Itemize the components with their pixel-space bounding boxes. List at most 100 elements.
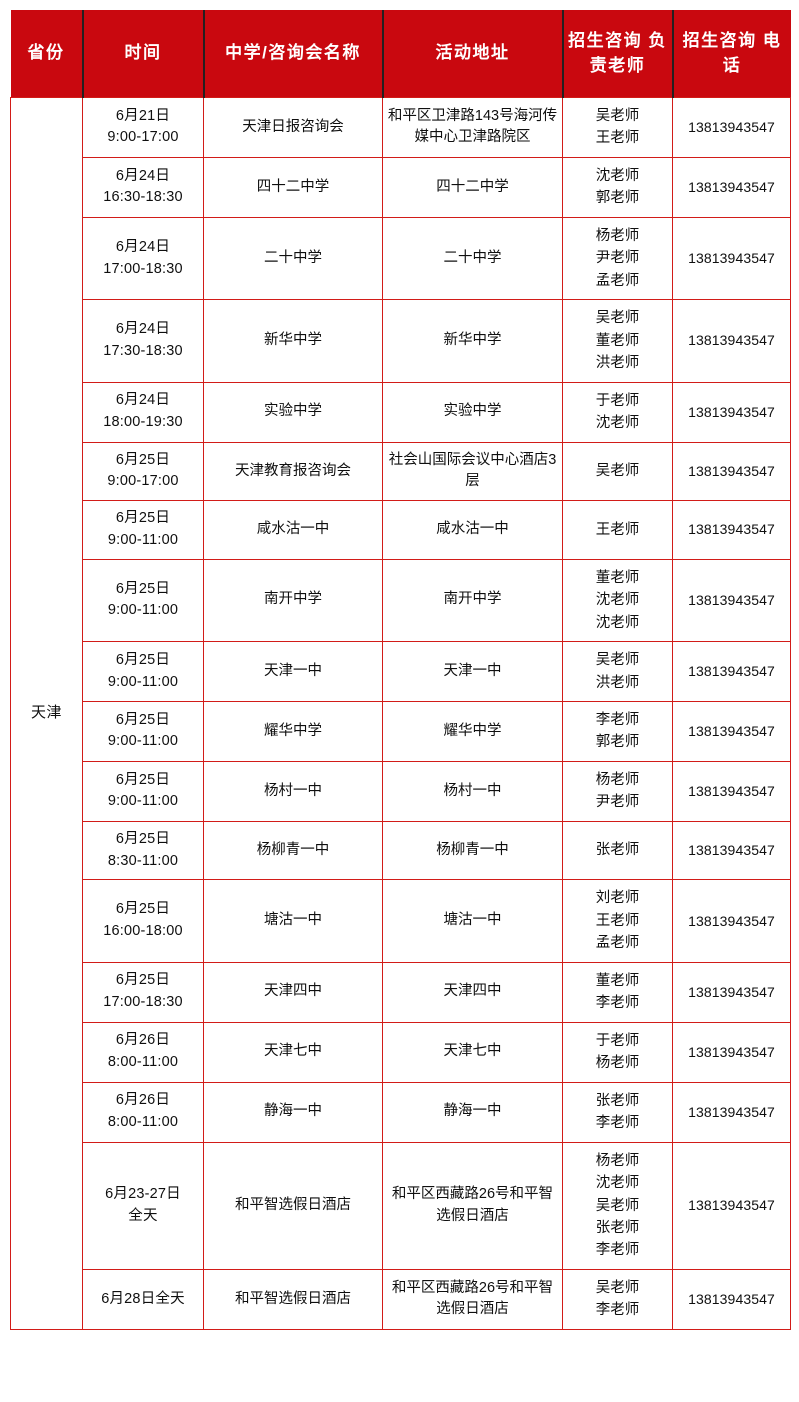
table-header: 省份 时间 中学/咨询会名称 活动地址 招生咨询 负责老师 招生咨询 电话 bbox=[10, 10, 791, 98]
cell-teacher: 杨老师 尹老师 bbox=[562, 760, 673, 822]
table-row: 6月23-27日 全天 和平智选假日酒店 和平区西藏路26号和平智选假日酒店 杨老师 … bbox=[11, 1141, 791, 1270]
cell-name: 杨村一中 bbox=[203, 760, 383, 822]
cell-phone: 13813943547 bbox=[672, 1081, 791, 1143]
cell-address: 新华中学 bbox=[382, 299, 563, 383]
cell-time: 6月23-27日 全天 bbox=[82, 1141, 204, 1270]
cell-phone: 13813943547 bbox=[672, 381, 791, 443]
cell-name: 天津教育报咨询会 bbox=[203, 441, 383, 502]
cell-phone: 13813943547 bbox=[672, 299, 791, 383]
cell-phone: 13813943547 bbox=[672, 1021, 791, 1083]
cell-name: 耀华中学 bbox=[203, 700, 383, 762]
cell-name: 天津日报咨询会 bbox=[203, 97, 383, 158]
cell-address: 和平区卫津路143号海河传媒中心卫津路院区 bbox=[382, 97, 563, 158]
cell-teacher: 吴老师 王老师 bbox=[562, 97, 673, 158]
table-row: 6月25日 9:00-11:00 咸水沽一中 咸水沽一中 王老师 13813943547 bbox=[11, 500, 791, 560]
cell-province: 天津 bbox=[10, 97, 83, 1330]
table-row: 6月25日 9:00-11:00 天津一中 天津一中 吴老师 洪老师 138139435… bbox=[11, 641, 791, 702]
cell-name: 天津四中 bbox=[203, 961, 383, 1023]
cell-phone: 13813943547 bbox=[672, 558, 791, 643]
cell-time: 6月24日 16:30-18:30 bbox=[82, 156, 204, 218]
cell-phone: 13813943547 bbox=[672, 216, 791, 301]
column-header-time: 时间 bbox=[82, 10, 205, 98]
table-row: 6月25日 9:00-11:00 耀华中学 耀华中学 李老师 郭老师 138139435… bbox=[11, 700, 791, 762]
cell-time: 6月25日 9:00-11:00 bbox=[82, 700, 204, 762]
cell-address: 四十二中学 bbox=[382, 156, 563, 218]
cell-name: 新华中学 bbox=[203, 299, 383, 383]
cell-name: 实验中学 bbox=[203, 381, 383, 443]
table-row: 6月25日 8:30-11:00 杨柳青一中 杨柳青一中 张老师 13813943547 bbox=[11, 820, 791, 881]
admissions-consultation-schedule-table: 省份 时间 中学/咨询会名称 活动地址 招生咨询 负责老师 招生咨询 电话 天津… bbox=[10, 10, 791, 1330]
cell-teacher: 吴老师 李老师 bbox=[562, 1268, 673, 1330]
cell-name: 二十中学 bbox=[203, 216, 383, 301]
cell-address: 天津七中 bbox=[382, 1021, 563, 1083]
cell-address: 耀华中学 bbox=[382, 700, 563, 762]
cell-address: 咸水沽一中 bbox=[382, 500, 563, 560]
cell-time: 6月24日 17:00-18:30 bbox=[82, 216, 204, 301]
cell-time: 6月21日 9:00-17:00 bbox=[82, 97, 204, 158]
cell-time: 6月28日全天 bbox=[82, 1268, 204, 1330]
cell-phone: 13813943547 bbox=[672, 700, 791, 762]
cell-name: 天津七中 bbox=[203, 1021, 383, 1083]
cell-name: 静海一中 bbox=[203, 1081, 383, 1143]
cell-time: 6月25日 9:00-11:00 bbox=[82, 641, 204, 702]
cell-teacher: 董老师 沈老师 沈老师 bbox=[562, 558, 673, 643]
column-header-phone: 招生咨询 电话 bbox=[672, 10, 791, 98]
cell-address: 和平区西藏路26号和平智选假日酒店 bbox=[382, 1268, 563, 1330]
cell-teacher: 杨老师 尹老师 孟老师 bbox=[562, 216, 673, 301]
cell-address: 社会山国际会议中心酒店3层 bbox=[382, 441, 563, 502]
cell-name: 塘沽一中 bbox=[203, 879, 383, 963]
table-row: 天津 6月21日 9:00-17:00 天津日报咨询会 和平区卫津路143号海河传媒中… bbox=[10, 97, 791, 1330]
cell-phone: 13813943547 bbox=[672, 1141, 791, 1270]
table-row: 6月24日 17:00-18:30 二十中学 二十中学 杨老师 尹老师 孟老师 1381… bbox=[11, 216, 791, 301]
cell-name: 咸水沽一中 bbox=[203, 500, 383, 560]
cell-address: 实验中学 bbox=[382, 381, 563, 443]
cell-time: 6月25日 8:30-11:00 bbox=[82, 820, 204, 881]
table-body: 天津 6月21日 9:00-17:00 天津日报咨询会 和平区卫津路143号海河传媒中… bbox=[10, 97, 791, 1330]
table-row: 6月26日 8:00-11:00 静海一中 静海一中 张老师 李老师 138139435… bbox=[11, 1081, 791, 1143]
table-row: 6月25日 9:00-11:00 南开中学 南开中学 董老师 沈老师 沈老师 13813… bbox=[11, 558, 791, 643]
table-row: 6月25日 16:00-18:00 塘沽一中 塘沽一中 刘老师 王老师 孟老师 1381… bbox=[11, 879, 791, 963]
table-row: 6月26日 8:00-11:00 天津七中 天津七中 于老师 杨老师 138139435… bbox=[11, 1021, 791, 1083]
cell-time: 6月24日 17:30-18:30 bbox=[82, 299, 204, 383]
cell-phone: 13813943547 bbox=[672, 1268, 791, 1330]
cell-phone: 13813943547 bbox=[672, 156, 791, 218]
cell-teacher: 杨老师 沈老师 吴老师 张老师 李老师 bbox=[562, 1141, 673, 1270]
cell-time: 6月26日 8:00-11:00 bbox=[82, 1021, 204, 1083]
cell-address: 南开中学 bbox=[382, 558, 563, 643]
cell-name: 四十二中学 bbox=[203, 156, 383, 218]
cell-time: 6月25日 16:00-18:00 bbox=[82, 879, 204, 963]
table-row: 6月24日 18:00-19:30 实验中学 实验中学 于老师 沈老师 13813943… bbox=[11, 381, 791, 443]
cell-teacher: 沈老师 郭老师 bbox=[562, 156, 673, 218]
cell-time: 6月25日 9:00-17:00 bbox=[82, 441, 204, 502]
cell-name: 和平智选假日酒店 bbox=[203, 1268, 383, 1330]
cell-teacher: 吴老师 董老师 洪老师 bbox=[562, 299, 673, 383]
cell-phone: 13813943547 bbox=[672, 879, 791, 963]
table-row: 6月24日 17:30-18:30 新华中学 新华中学 吴老师 董老师 洪老师 1381… bbox=[11, 299, 791, 383]
cell-teacher: 张老师 李老师 bbox=[562, 1081, 673, 1143]
cell-address: 天津一中 bbox=[382, 641, 563, 702]
cell-address: 静海一中 bbox=[382, 1081, 563, 1143]
cell-teacher: 于老师 沈老师 bbox=[562, 381, 673, 443]
column-header-address: 活动地址 bbox=[382, 10, 564, 98]
header-row: 省份 时间 中学/咨询会名称 活动地址 招生咨询 负责老师 招生咨询 电话 bbox=[10, 10, 791, 98]
cell-phone: 13813943547 bbox=[672, 441, 791, 502]
column-header-name: 中学/咨询会名称 bbox=[203, 10, 384, 98]
cell-time: 6月26日 8:00-11:00 bbox=[82, 1081, 204, 1143]
cell-phone: 13813943547 bbox=[672, 641, 791, 702]
cell-teacher: 于老师 杨老师 bbox=[562, 1021, 673, 1083]
cell-address: 和平区西藏路26号和平智选假日酒店 bbox=[382, 1141, 563, 1270]
cell-teacher: 刘老师 王老师 孟老师 bbox=[562, 879, 673, 963]
cell-time: 6月25日 9:00-11:00 bbox=[82, 500, 204, 560]
table-row: 6月25日 17:00-18:30 天津四中 天津四中 董老师 李老师 13813943… bbox=[11, 961, 791, 1023]
table-row: 6月24日 16:30-18:30 四十二中学 四十二中学 沈老师 郭老师 138139… bbox=[11, 156, 791, 218]
cell-address: 二十中学 bbox=[382, 216, 563, 301]
cell-teacher: 董老师 李老师 bbox=[562, 961, 673, 1023]
cell-address: 杨村一中 bbox=[382, 760, 563, 822]
cell-phone: 13813943547 bbox=[672, 820, 791, 881]
cell-phone: 13813943547 bbox=[672, 500, 791, 560]
cell-teacher: 吴老师 洪老师 bbox=[562, 641, 673, 702]
table-row: 6月25日 9:00-11:00 杨村一中 杨村一中 杨老师 尹老师 138139435… bbox=[11, 760, 791, 822]
cell-name: 南开中学 bbox=[203, 558, 383, 643]
cell-time: 6月25日 9:00-11:00 bbox=[82, 760, 204, 822]
